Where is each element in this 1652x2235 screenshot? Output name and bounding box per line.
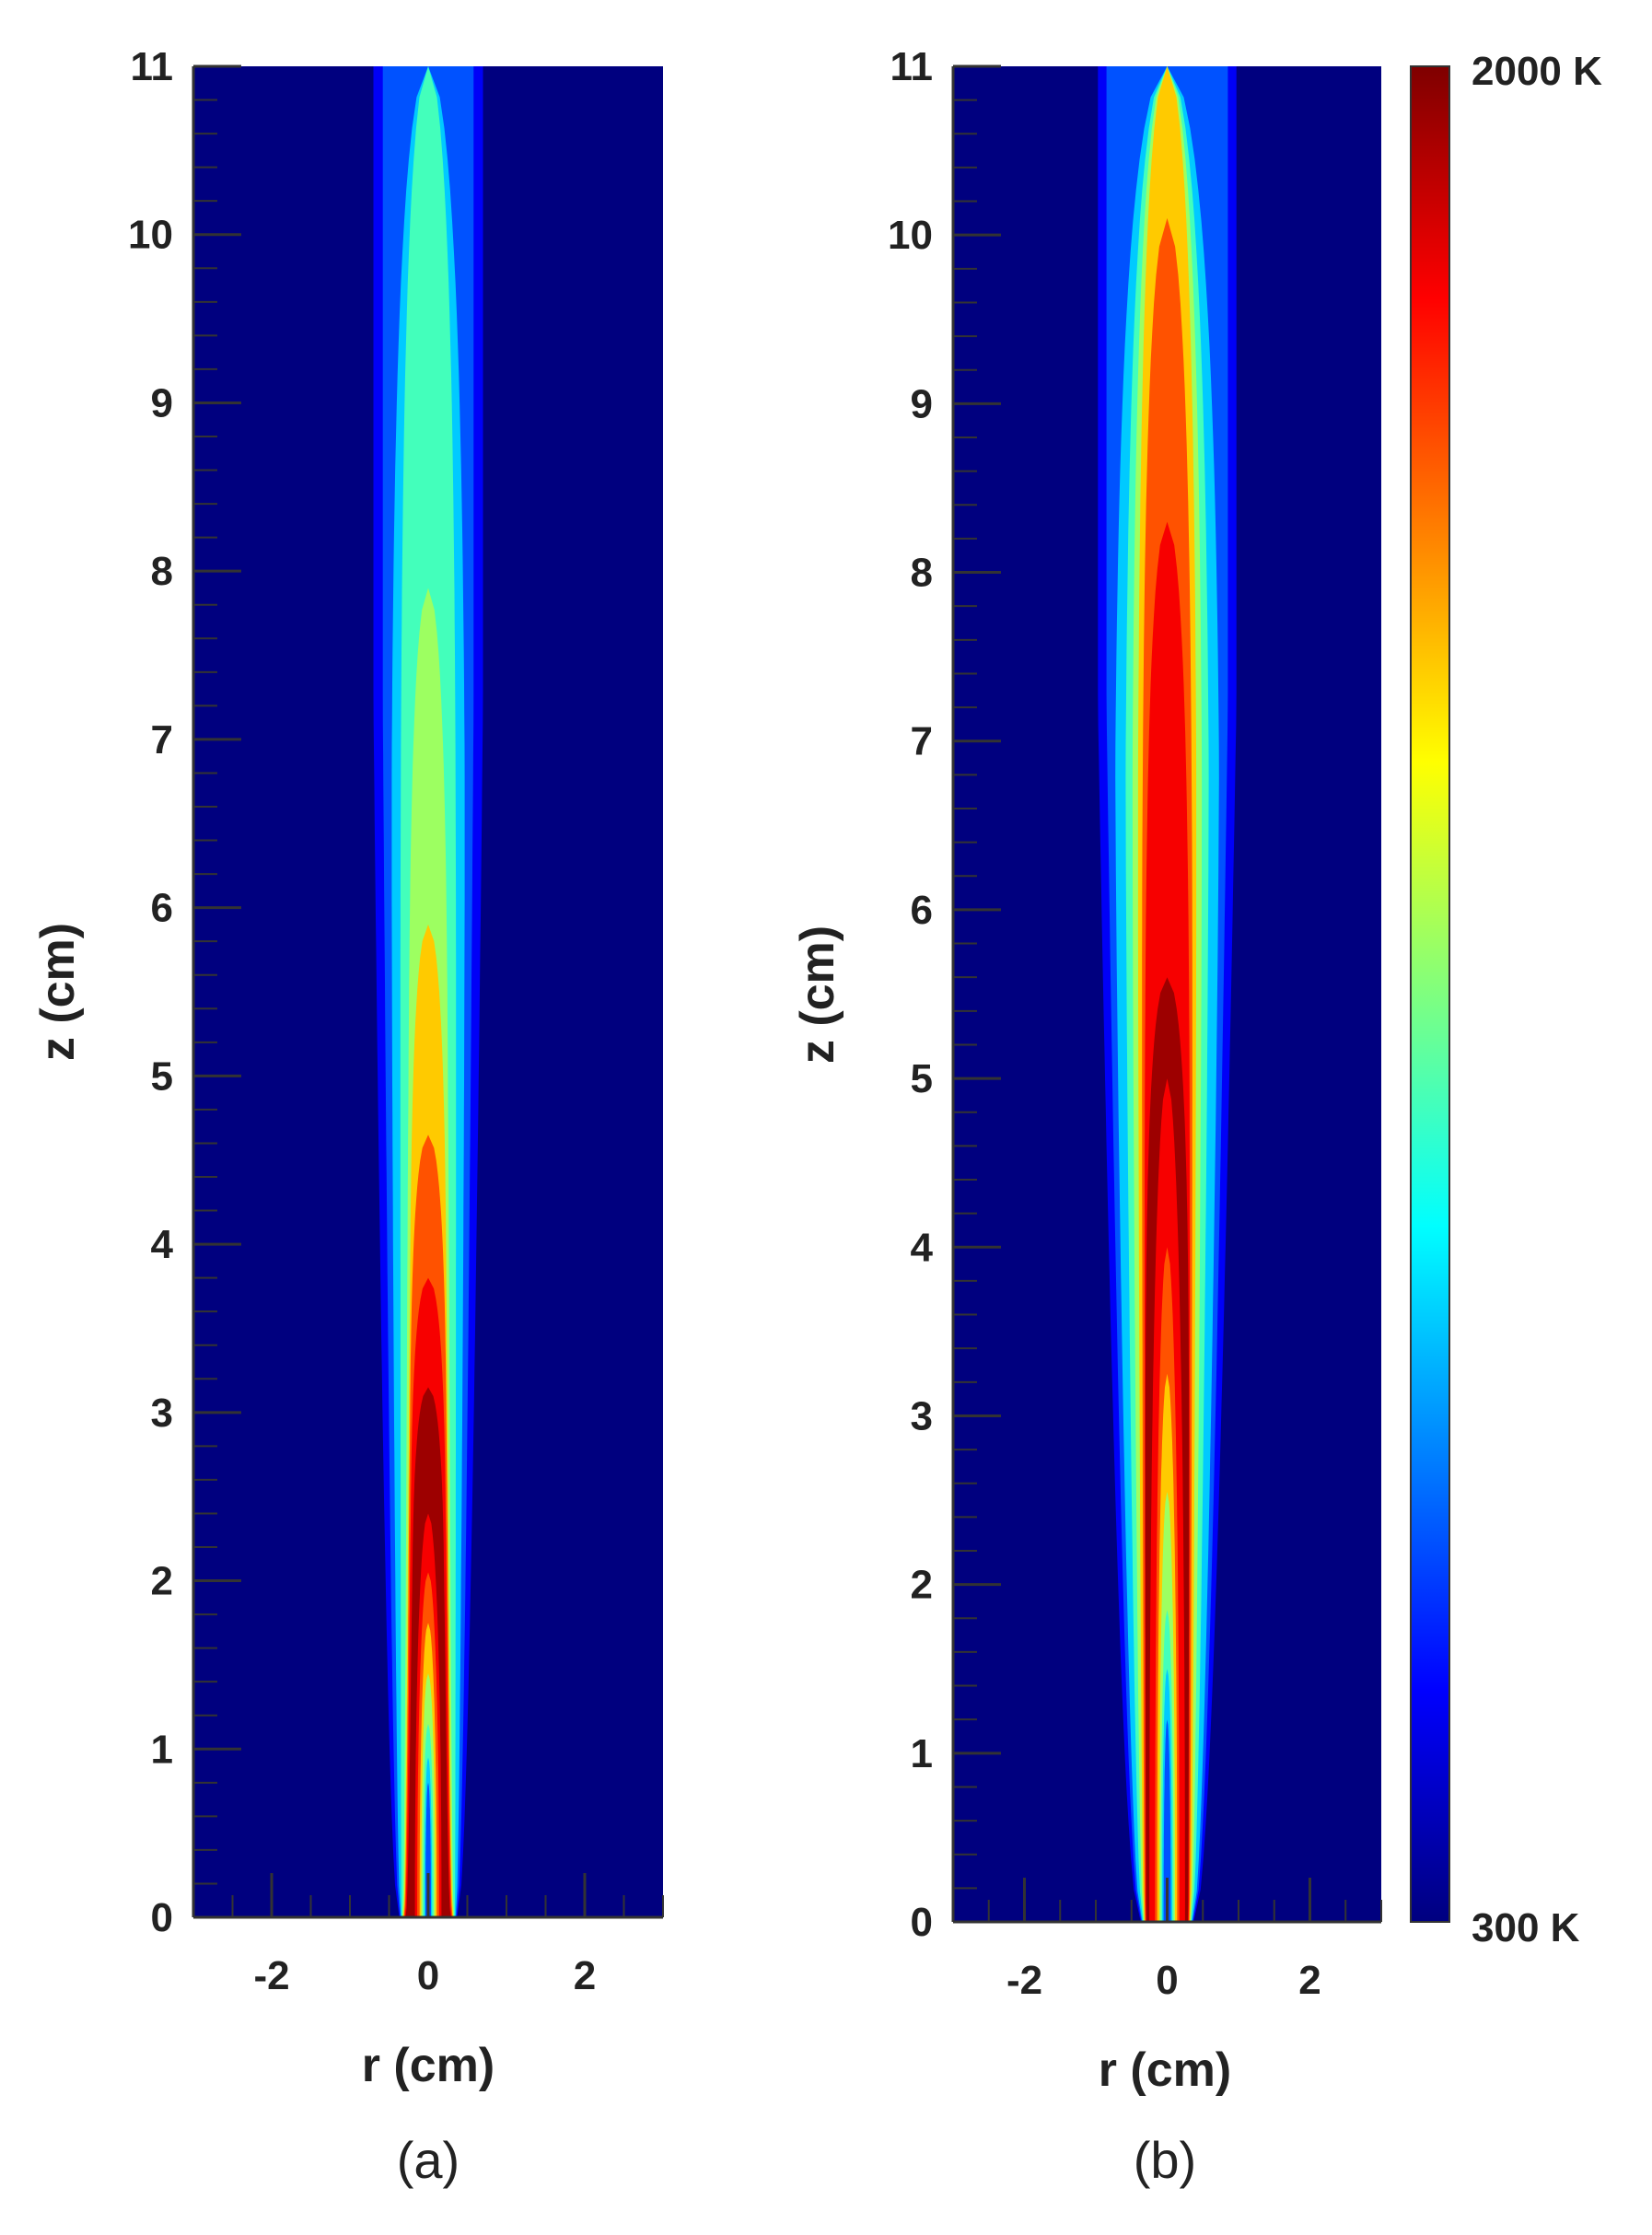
colorbar-bar (1410, 65, 1450, 1923)
x-tick-label-b: -2 (1006, 1958, 1042, 2003)
axes-a (192, 64, 664, 1919)
y-tick-label-b: 6 (911, 888, 933, 933)
panel-b: 0 1 2 3 4 5 6 7 8 9 10 11 -2 0 2 z (cm) r (cm) (b) (791, 44, 1382, 2189)
y-tick-label-a: 9 (151, 380, 173, 425)
x-tick-label-a: 0 (417, 1953, 439, 1998)
y-tick-label-b: 4 (911, 1225, 934, 1270)
axes-b (951, 64, 1382, 1924)
y-tick-label-a: 6 (151, 886, 173, 931)
x-tick-label-a: -2 (253, 1953, 289, 1998)
y-tick-label-a: 8 (151, 549, 173, 594)
y-tick-label-a: 5 (151, 1053, 173, 1099)
plot-area-a (193, 66, 663, 1917)
panel-label-b: (b) (1134, 2131, 1196, 2189)
y-tick-label-a: 4 (151, 1222, 174, 1267)
colorbar-max-label: 2000 K (1472, 49, 1602, 94)
x-axis-title-b: r (cm) (1099, 2043, 1231, 2097)
panel-label-a: (a) (397, 2131, 460, 2189)
y-tick-label-b: 7 (911, 719, 933, 764)
y-tick-label-a: 11 (130, 44, 173, 89)
y-tick-label-b: 5 (911, 1056, 933, 1101)
y-axis-title-a: z (cm) (31, 923, 85, 1061)
core-contour-b-650 (1163, 1719, 1171, 1922)
y-tick-label-b: 9 (911, 381, 933, 426)
y-tick-label-b: 3 (911, 1393, 933, 1438)
y-tick-label-b: 1 (911, 1731, 933, 1776)
x-tick-label-b: 2 (1298, 1958, 1320, 2003)
y-tick-label-a: 7 (151, 717, 173, 762)
y-tick-label-b: 10 (888, 213, 933, 258)
y-tick-label-a: 2 (151, 1559, 173, 1604)
x-tick-label-b: 0 (1156, 1958, 1178, 2003)
x-axis-title-a: r (cm) (362, 2039, 494, 2092)
y-tick-label-a: 10 (128, 213, 173, 258)
colorbar-min-label: 300 K (1472, 1905, 1580, 1950)
tick-labels-a: 0 1 2 3 4 5 6 7 8 9 10 11 -2 0 2 (128, 44, 596, 1998)
y-tick-label-b: 11 (890, 44, 933, 89)
y-tick-label-a: 3 (151, 1391, 173, 1436)
y-tick-label-a: 1 (151, 1727, 173, 1772)
y-axis-title-b: z (cm) (791, 925, 844, 1064)
y-tick-label-b: 0 (911, 1900, 933, 1945)
y-tick-label-a: 0 (151, 1895, 173, 1940)
y-tick-label-b: 8 (911, 551, 933, 596)
panel-a: 0 1 2 3 4 5 6 7 8 9 10 11 -2 0 2 z (cm) r (cm) (a) (31, 44, 664, 2189)
tick-labels-b: 0 1 2 3 4 5 6 7 8 9 10 11 -2 0 2 (888, 44, 1321, 2003)
x-tick-label-a: 2 (574, 1953, 596, 1998)
plot-area-b (953, 66, 1381, 1922)
y-tick-label-b: 2 (911, 1563, 933, 1608)
colorbar: 2000 K 300 K (1410, 49, 1602, 1950)
